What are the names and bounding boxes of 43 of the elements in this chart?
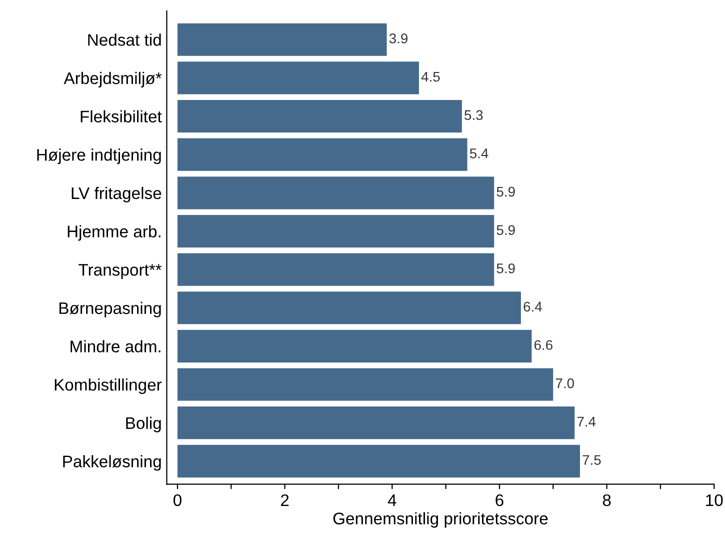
bar [177, 330, 532, 362]
y-tick-label: LV fritagelse [72, 186, 162, 202]
bar [177, 406, 575, 440]
x-tick-label: 8 [602, 494, 611, 506]
data-label: 3.9 [389, 34, 408, 44]
data-label: 7.4 [577, 416, 596, 426]
y-tick-label: Højere indtjening [37, 148, 161, 164]
bar [177, 292, 521, 324]
x-tick-label: 2 [281, 494, 289, 506]
y-tick-label: Børnepasning [59, 302, 161, 318]
bar [177, 23, 387, 56]
y-tick-label: Bolig [126, 416, 161, 432]
y-tick-label: Kombistillinger [54, 378, 162, 394]
bar [177, 368, 554, 401]
data-label: 5.4 [470, 148, 488, 158]
x-tick-label: 4 [388, 494, 396, 506]
x-tick-label: 6 [496, 494, 504, 506]
data-label: 6.4 [524, 302, 542, 312]
data-label: 5.9 [496, 263, 515, 274]
bar [177, 253, 494, 286]
bar [177, 100, 462, 133]
x-axis-title: Gennemsnitlig prioritetsscore [333, 512, 548, 528]
x-tick-label: 0 [174, 494, 182, 506]
data-label: 6.6 [534, 340, 552, 350]
data-label: 7.0 [556, 378, 574, 388]
bar [177, 444, 580, 478]
data-label: 5.9 [496, 225, 515, 235]
bar [177, 214, 494, 248]
y-tick-label: Pakkeløsning [63, 455, 161, 471]
y-tick-label: Hjemme arb. [68, 225, 160, 241]
y-tick-label: Mindre adm. [70, 340, 160, 352]
data-label: 5.9 [496, 186, 515, 197]
bar [177, 176, 494, 210]
x-tick-label: 10 [706, 494, 723, 506]
data-label: 5.3 [464, 110, 483, 120]
data-label: 7.5 [582, 455, 601, 465]
y-tick-label: Nedsat tid [88, 34, 161, 46]
bar [177, 138, 468, 171]
y-tick-label: Arbejdsmiljø* [64, 72, 162, 88]
y-tick-label: Fleksibilitet [80, 110, 162, 122]
data-label: 4.5 [421, 72, 440, 82]
bar [177, 62, 419, 94]
y-tick-label: Transport** [78, 264, 162, 280]
